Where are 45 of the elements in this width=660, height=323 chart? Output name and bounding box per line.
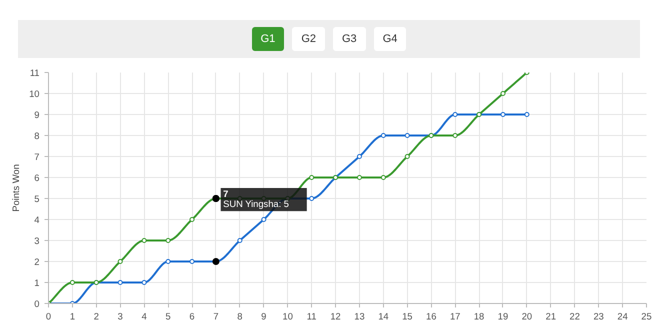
y-tick-label: 2 — [34, 257, 40, 267]
x-tick-label: 2 — [94, 312, 99, 322]
x-tick-label: 21 — [546, 312, 556, 322]
y-tick-label: 0 — [34, 299, 40, 309]
text: G3 — [333, 27, 366, 51]
annotation: 7 — [223, 188, 228, 199]
y-tick-label: 9 — [34, 110, 40, 120]
x-tick-label: 7 — [213, 312, 219, 322]
y-tick-label: 7 — [34, 152, 40, 162]
x-tick-label: 14 — [378, 312, 389, 322]
x-tick-label: 19 — [498, 312, 508, 322]
y-tick-label: 4 — [34, 215, 40, 225]
x-tick-label: 20 — [522, 312, 532, 322]
x-tick-label: 6 — [189, 312, 195, 322]
x-tick-label: 1 — [70, 312, 76, 322]
x-tick-label: 4 — [142, 312, 147, 322]
x-tick-label: 15 — [402, 312, 413, 322]
x-tick-label: 3 — [118, 312, 123, 322]
text: G2 — [292, 27, 325, 51]
y-tick-label: 8 — [34, 131, 40, 141]
x-tick-label: 22 — [570, 312, 580, 322]
x-tick-label: 11 — [306, 312, 316, 322]
x-tick-label: 0 — [46, 312, 52, 322]
x-tick-label: 16 — [426, 312, 436, 322]
x-tick-label: 12 — [330, 312, 341, 322]
text: G1 — [252, 27, 284, 51]
x-tick-label: 13 — [354, 312, 365, 322]
x-tick-label: 9 — [261, 312, 266, 322]
y-tick-label: 5 — [34, 194, 40, 204]
y-axis-title: Points Won — [11, 164, 22, 212]
x-tick-label: 24 — [617, 312, 628, 322]
y-tick-label: 3 — [34, 236, 40, 246]
y-tick-label: 11 — [30, 68, 40, 78]
x-tick-label: 10 — [282, 312, 293, 322]
x-tick-label: 17 — [450, 312, 460, 322]
y-tick-label: 1 — [34, 278, 40, 288]
y-tick-label: 10 — [29, 89, 40, 99]
x-tick-label: 23 — [593, 312, 604, 322]
x-tick-label: 8 — [237, 312, 242, 322]
text: G4 — [374, 27, 406, 51]
x-tick-label: 18 — [474, 312, 484, 322]
annotation: SUN Yingsha: 5 — [223, 198, 289, 209]
x-tick-label: 5 — [166, 312, 171, 322]
y-tick-label: 6 — [34, 173, 40, 183]
x-tick-label: 25 — [641, 312, 652, 322]
